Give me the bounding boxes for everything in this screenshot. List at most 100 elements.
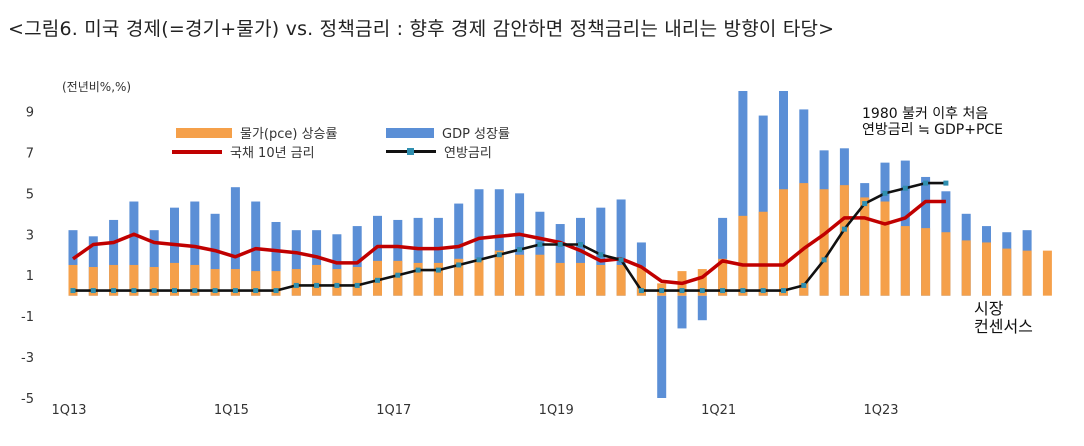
gdp-bar	[474, 189, 484, 296]
gdp-bar	[109, 219, 119, 296]
gdp-bar	[149, 230, 159, 296]
fed-funds-marker	[517, 247, 523, 253]
pce-bar	[921, 228, 931, 296]
legend-item-fedfunds: 연방금리	[386, 142, 492, 161]
y-tick-label: 5	[26, 187, 34, 202]
pce-bar	[982, 242, 991, 296]
gdp-bar	[738, 91, 748, 296]
gdp-bar	[433, 217, 443, 296]
gdp-bar	[494, 189, 504, 296]
pce-bar	[312, 264, 322, 296]
pce-bar	[494, 250, 504, 296]
pce-bar	[535, 254, 545, 296]
pce-bar	[271, 271, 281, 296]
fed-funds-marker	[618, 257, 624, 263]
x-tick-label: 1Q13	[51, 403, 86, 418]
fed-funds-marker	[578, 242, 583, 247]
y-tick-label: -5	[21, 392, 34, 407]
legend-label-fedfunds: 연방금리	[444, 146, 492, 161]
pce-bar	[718, 258, 728, 296]
gdp-bar	[312, 230, 322, 296]
fed-funds-marker	[354, 282, 360, 288]
gdp-bar	[657, 295, 667, 398]
fed-funds-marker	[111, 288, 117, 294]
gdp-bar	[718, 217, 728, 296]
gdp-bar	[616, 199, 626, 296]
fed-funds-line	[73, 181, 946, 292]
pce-bar	[88, 267, 98, 296]
fed-funds-marker	[415, 267, 421, 273]
x-tick-label: 1Q23	[863, 403, 898, 418]
gdp-bar	[170, 207, 179, 296]
pce-bar	[961, 240, 971, 296]
gdp-bar	[210, 213, 220, 296]
pce-bar	[291, 269, 301, 296]
pce-bar	[880, 201, 890, 296]
gdp-bar	[393, 219, 403, 296]
fed-funds-marker	[90, 288, 96, 294]
pce-bar	[900, 226, 910, 296]
pce-bar	[251, 271, 261, 296]
y-tick-label: -3	[21, 351, 34, 366]
pce-bar	[839, 185, 849, 296]
unit-label: (전년비%,%)	[62, 80, 132, 94]
pce-bar	[413, 262, 423, 296]
x-tick-label: 1Q19	[539, 403, 574, 418]
x-tick-label: 1Q15	[214, 403, 249, 418]
fed-funds-marker	[537, 242, 543, 247]
pce-bar	[799, 183, 809, 296]
gdp-bar	[515, 193, 525, 296]
gdp-bar	[697, 295, 707, 321]
pce-bar	[576, 262, 585, 296]
fed-funds-marker	[476, 257, 482, 263]
fed-funds-marker	[862, 201, 868, 207]
treasury-10y-line	[71, 199, 946, 286]
pce-bar	[170, 262, 179, 296]
gdp-bar	[88, 236, 98, 296]
gdp-bar	[576, 217, 585, 296]
gdp-bar	[555, 224, 565, 296]
y-tick-label: 3	[26, 228, 34, 243]
pce-bar	[352, 267, 362, 296]
fed-funds-marker	[253, 288, 259, 294]
fed-funds-marker	[841, 226, 847, 232]
fed-funds-marker	[456, 262, 462, 268]
legend-item-gdp: GDP 성장률	[386, 123, 510, 142]
pce-bar	[230, 269, 240, 296]
fed-funds-marker	[699, 288, 705, 294]
gdp-bar	[68, 230, 78, 296]
legend-swatch-fedfunds	[386, 148, 436, 155]
pce-bar	[149, 267, 159, 296]
fed-funds-marker	[659, 288, 665, 294]
fed-funds-marker	[882, 190, 888, 196]
gdp-bar	[291, 230, 301, 296]
y-tick-label: 9	[26, 105, 34, 120]
y-tick-label: -1	[21, 310, 34, 325]
fed-funds-marker	[801, 282, 807, 288]
fed-funds-marker	[70, 288, 76, 294]
fed-funds-marker	[740, 288, 746, 294]
fed-funds-marker	[293, 282, 299, 288]
pce-bar	[1002, 248, 1012, 296]
pce-bar	[697, 269, 707, 296]
pce-bar	[68, 264, 78, 296]
pce-bar	[941, 232, 951, 296]
pce-bar	[190, 264, 200, 296]
fed-funds-marker	[781, 288, 786, 294]
gdp-bar	[373, 215, 382, 296]
gdp-bar	[271, 221, 281, 296]
x-tick-label: 1Q17	[376, 403, 411, 418]
fed-funds-marker	[375, 277, 380, 283]
x-tick-label: 1Q21	[701, 403, 736, 418]
fed-funds-marker	[314, 282, 320, 288]
pce-bar	[1042, 250, 1052, 296]
gdp-bar	[230, 187, 240, 296]
fed-funds-marker	[212, 288, 218, 294]
fed-funds-marker	[435, 267, 441, 273]
fed-funds-marker	[902, 185, 908, 191]
annotation-1980: 1980 불커 이후 처음 연방금리 ≒ GDP+PCE	[862, 106, 1004, 138]
gdp-bar	[129, 201, 139, 296]
fed-funds-marker	[638, 288, 644, 294]
fed-funds-marker	[598, 252, 604, 258]
